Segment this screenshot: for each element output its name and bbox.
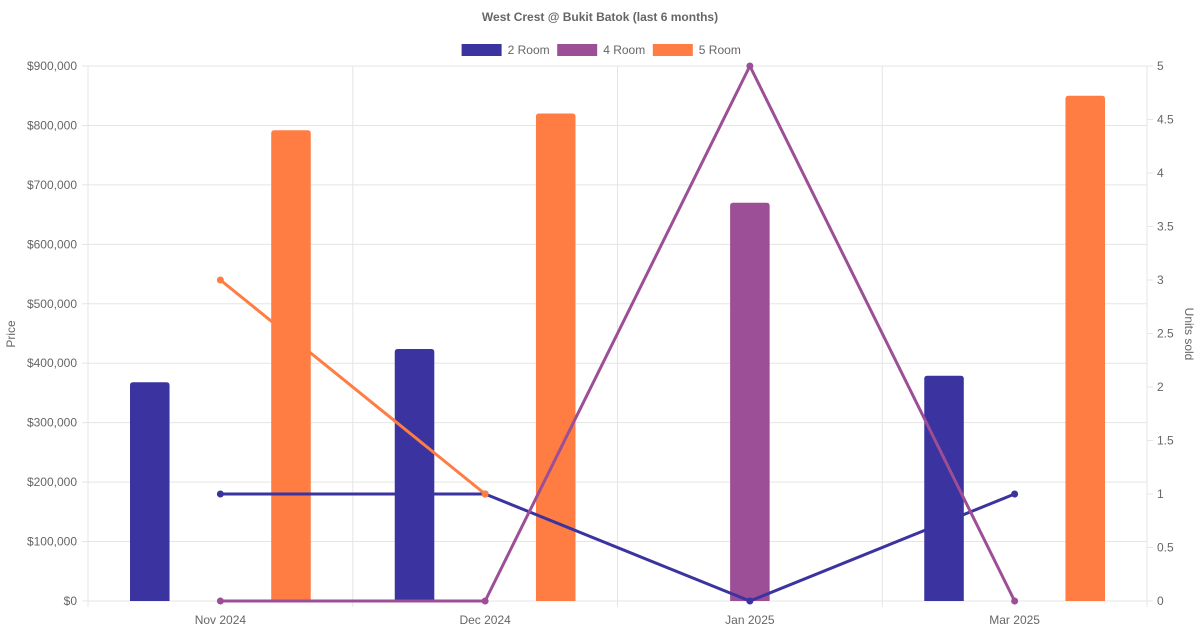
y-tick-label: $500,000 (27, 297, 77, 311)
legend-swatch (652, 44, 693, 56)
legend-swatch (461, 44, 502, 56)
y2-tick-label: 3 (1157, 273, 1164, 287)
point-5-room (481, 490, 489, 498)
legend-label: 4 Room (603, 43, 645, 57)
bar-5-room (271, 130, 311, 601)
lines (216, 62, 1019, 605)
y-axis-left: $0 $100,000 $200,000 $300,000 $400,000 $500,0… (27, 59, 77, 608)
y2-tick-label: 2.5 (1157, 327, 1174, 341)
point-5-room (216, 276, 224, 284)
bar-2-room (130, 382, 170, 601)
y-tick-label: $700,000 (27, 178, 77, 192)
legend-item-5-room[interactable]: 5 Room (652, 43, 741, 57)
y-tick-label: $800,000 (27, 118, 77, 132)
y-tick-label: $400,000 (27, 356, 77, 370)
legend-swatch (557, 44, 598, 56)
point-4-room (1011, 597, 1019, 605)
x-tick-label: Dec 2024 (459, 613, 511, 627)
bar-4-room (730, 202, 770, 601)
legend-item-2-room[interactable]: 2 Room (461, 43, 550, 57)
y2-tick-label: 1 (1157, 487, 1164, 501)
y-axis-right: 0 0.5 1 1.5 2 2.5 3 3.5 4 4.5 5 (1157, 59, 1174, 608)
chart-title: West Crest @ Bukit Batok (last 6 months) (482, 10, 718, 24)
y-axis-title: Price (4, 320, 18, 348)
y2-tick-label: 0.5 (1157, 541, 1174, 555)
point-4-room (746, 62, 754, 70)
x-tick-label: Mar 2025 (989, 613, 1040, 627)
y2-tick-label: 4 (1157, 166, 1164, 180)
y-tick-label: $300,000 (27, 416, 77, 430)
line-5-room (219, 278, 487, 496)
y2-tick-label: 3.5 (1157, 220, 1174, 234)
line-4-room (220, 64, 1016, 603)
legend-item-4-room[interactable]: 4 Room (557, 43, 645, 57)
x-tick-label: Jan 2025 (725, 613, 775, 627)
y2-tick-label: 2 (1157, 380, 1164, 394)
y2-tick-label: 4.5 (1157, 113, 1174, 127)
line-2-room (220, 492, 1016, 603)
y2-tick-label: 1.5 (1157, 434, 1174, 448)
bars (130, 95, 1105, 602)
point-2-room (1011, 490, 1019, 498)
x-axis: Nov 2024 Dec 2024 Jan 2025 Mar 2025 (195, 613, 1041, 627)
legend-label: 5 Room (699, 43, 741, 57)
legend-label: 2 Room (508, 43, 550, 57)
point-4-room (216, 597, 224, 605)
point-2-room (746, 597, 754, 605)
y-tick-label: $0 (64, 594, 78, 608)
y2-tick-label: 5 (1157, 59, 1164, 73)
y2-axis-title: Units sold (1182, 308, 1196, 361)
x-tick-label: Nov 2024 (195, 613, 247, 627)
y-tick-label: $600,000 (27, 237, 77, 251)
point-4-room (481, 597, 489, 605)
y-tick-label: $200,000 (27, 475, 77, 489)
bar-2-room (924, 375, 964, 601)
y-tick-label: $100,000 (27, 535, 77, 549)
y-tick-label: $900,000 (27, 59, 77, 73)
point-2-room (216, 490, 224, 498)
legend[interactable]: 2 Room 4 Room 5 Room (461, 43, 741, 57)
y2-tick-label: 0 (1157, 594, 1164, 608)
bar-2-room (394, 348, 435, 601)
bar-5-room (1065, 95, 1105, 601)
